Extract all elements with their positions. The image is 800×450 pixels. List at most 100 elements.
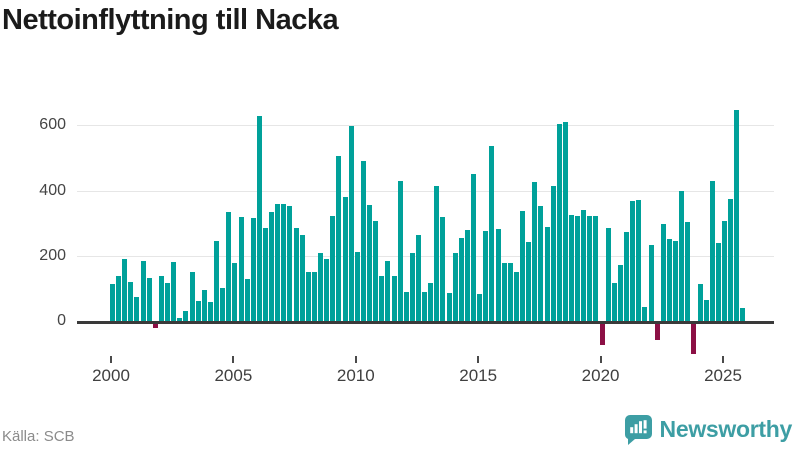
- page-title: Nettoinflyttning till Nacka: [2, 4, 339, 36]
- bar: [201, 290, 207, 321]
- bar: [391, 276, 397, 321]
- bar: [728, 199, 734, 321]
- zero-axis-line: [77, 321, 774, 324]
- bar: [464, 229, 470, 321]
- bar: [660, 224, 666, 321]
- bar: [550, 186, 556, 321]
- bar: [605, 228, 611, 321]
- bar: [562, 121, 568, 321]
- bar: [336, 156, 342, 321]
- bar: [569, 214, 574, 321]
- y-tick-label: 400: [39, 181, 66, 199]
- bar: [348, 126, 354, 321]
- y-gridline: [77, 255, 774, 257]
- bar: [305, 272, 311, 321]
- bar: [544, 227, 550, 321]
- bar: [134, 297, 140, 321]
- y-tick-label: 200: [39, 246, 66, 264]
- bar: [575, 216, 581, 321]
- bar: [642, 306, 648, 321]
- bar: [287, 206, 293, 321]
- bar: [195, 301, 201, 321]
- bar: [715, 243, 721, 321]
- bar: [385, 260, 391, 321]
- bar: [250, 217, 256, 321]
- bar: [318, 252, 324, 321]
- x-tick-label: 2000: [92, 366, 130, 385]
- plot-area: 0 200 400 600 2000 2005 2010 2015 2020 2025: [39, 100, 774, 400]
- x-tick-label: 2025: [704, 366, 742, 385]
- bar: [599, 323, 605, 345]
- bar: [311, 272, 317, 321]
- bar: [238, 217, 244, 321]
- bar: [630, 201, 636, 321]
- bar: [171, 262, 177, 321]
- bar: [434, 186, 440, 321]
- bar: [373, 220, 379, 321]
- bar: [556, 124, 562, 321]
- bar: [666, 239, 672, 321]
- bar: [513, 272, 519, 321]
- bar: [146, 277, 152, 321]
- bar: [538, 206, 544, 321]
- x-tick-label: 2010: [336, 366, 375, 385]
- bar: [440, 217, 446, 321]
- bar: [263, 228, 268, 321]
- bar: [507, 262, 513, 321]
- bar: [495, 229, 501, 321]
- y-gridline: [77, 125, 774, 127]
- bar: [214, 241, 220, 321]
- bar: [275, 203, 281, 321]
- y-tick-label: 600: [39, 116, 66, 134]
- bar: [422, 291, 428, 321]
- bar: [165, 282, 171, 321]
- bar: [526, 242, 532, 321]
- bar: [617, 264, 623, 321]
- bar: [140, 260, 146, 321]
- x-tick-label: 2015: [459, 366, 498, 385]
- bar: [740, 307, 746, 321]
- bar: [636, 199, 642, 321]
- bar: [471, 173, 477, 321]
- bar: [293, 227, 299, 321]
- newsworthy-wordmark: Newsworthy: [659, 416, 793, 442]
- bar: [489, 145, 495, 321]
- bar: [244, 279, 250, 321]
- bar: [324, 258, 330, 321]
- x-tick: [477, 356, 480, 363]
- bar: [409, 253, 415, 321]
- y-tick-label: 0: [57, 312, 66, 329]
- bar: [685, 222, 691, 321]
- bar: [116, 276, 122, 321]
- y-gridline: [77, 190, 774, 192]
- bar: [158, 276, 164, 321]
- bar: [697, 284, 703, 321]
- bar: [189, 272, 195, 321]
- bar: [581, 209, 587, 321]
- bar: [360, 160, 366, 321]
- bar: [256, 115, 262, 321]
- bar: [232, 262, 238, 321]
- bar: [709, 181, 715, 321]
- x-tick: [232, 356, 235, 363]
- bar: [367, 204, 373, 321]
- bar: [624, 232, 630, 321]
- bar: [477, 294, 483, 321]
- bar: [281, 203, 287, 321]
- bar: [152, 323, 158, 329]
- bar: [128, 281, 134, 321]
- bar: [611, 283, 617, 321]
- bar: [428, 283, 434, 321]
- bar: [177, 318, 183, 321]
- bar: [734, 110, 740, 321]
- bar: [269, 211, 275, 321]
- bar: [501, 262, 507, 321]
- x-tick: [110, 356, 112, 363]
- bar: [587, 215, 593, 321]
- x-tick: [354, 356, 357, 363]
- x-tick: [599, 356, 602, 363]
- bar: [520, 211, 526, 321]
- bar: [452, 253, 458, 321]
- newsworthy-logo[interactable]: Newsworthy: [623, 414, 792, 445]
